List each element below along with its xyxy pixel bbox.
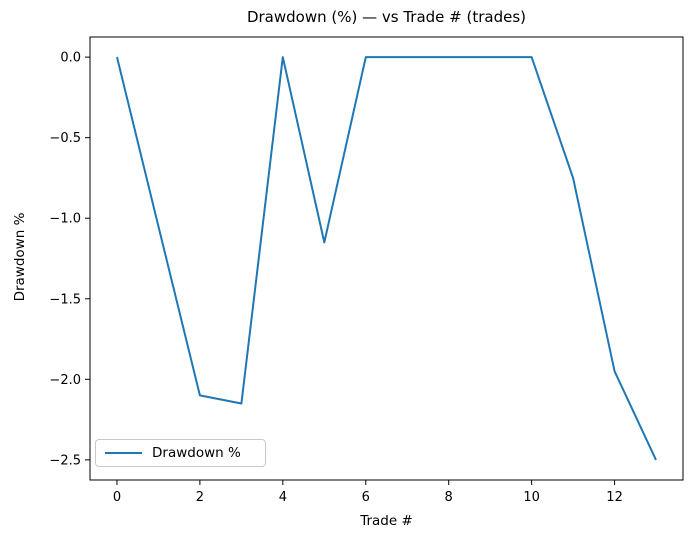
- x-tick-label: 12: [606, 490, 623, 505]
- y-axis-label: Drawdown %: [12, 212, 28, 302]
- y-tick-label: −0.5: [49, 131, 81, 146]
- chart-title: Drawdown (%) — vs Trade # (trades): [246, 8, 527, 26]
- y-tick-label: −2.0: [49, 373, 81, 388]
- x-axis-label: Trade #: [360, 513, 413, 529]
- y-tick-label: −1.5: [49, 292, 81, 307]
- x-tick-label: 10: [523, 490, 540, 505]
- axes-spines: [89, 36, 684, 481]
- drawdown-line: [116, 56, 657, 461]
- y-tick-label: 0.0: [60, 51, 81, 66]
- x-tick-label: 2: [196, 490, 204, 505]
- x-tick-label: 6: [362, 490, 370, 505]
- y-tick-label: −1.0: [49, 212, 81, 227]
- y-tick-label: −2.5: [49, 453, 81, 468]
- x-tick-label: 8: [445, 490, 453, 505]
- legend-line-sample: [105, 451, 142, 455]
- x-tick-label: 4: [279, 490, 287, 505]
- legend-label: Drawdown %: [152, 445, 241, 461]
- x-tick-label: 0: [113, 490, 121, 505]
- legend: Drawdown %: [95, 439, 266, 467]
